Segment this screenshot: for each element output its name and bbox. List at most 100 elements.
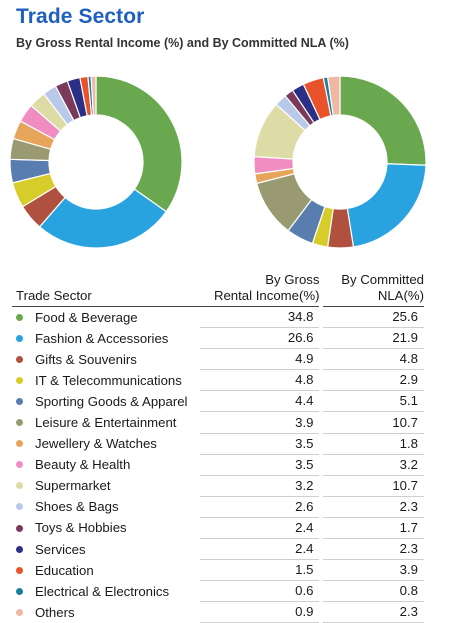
table-row: Toys & Hobbies 2.4 1.7 xyxy=(12,518,424,540)
gri-value-cell: 0.6 xyxy=(199,581,320,603)
nla-value: 0.8 xyxy=(399,583,418,599)
sector-label: Shoes & Bags xyxy=(35,499,119,515)
gri-value: 3.9 xyxy=(295,414,314,430)
table-row: Supermarket 3.2 10.7 xyxy=(12,476,424,497)
gri-value: 2.4 xyxy=(295,519,314,535)
donut-chart-committed-nla xyxy=(253,75,427,249)
page-subtitle: By Gross Rental Income (%) and By Commit… xyxy=(16,36,349,50)
sector-name-cell: Others xyxy=(12,602,200,623)
nla-value: 1.7 xyxy=(399,519,418,535)
sector-label: Beauty & Health xyxy=(35,457,131,473)
legend-dot-icon xyxy=(16,461,23,469)
gri-value-cell: 3.5 xyxy=(199,455,320,476)
sector-name-cell: Electrical & Electronics xyxy=(12,581,200,602)
gri-value: 2.6 xyxy=(295,498,314,514)
table-row: Food & Beverage 34.8 25.6 xyxy=(12,307,424,329)
donut-slice-food-beverage xyxy=(95,75,183,213)
table-row: Jewellery & Watches 3.5 1.8 xyxy=(12,434,424,455)
nla-value-cell: 2.3 xyxy=(323,539,424,561)
nla-value-cell: 10.7 xyxy=(323,476,424,497)
nla-value: 2.3 xyxy=(399,604,418,620)
nla-value-cell: 21.9 xyxy=(323,328,424,350)
gri-value-cell: 34.8 xyxy=(199,307,320,329)
nla-value: 25.6 xyxy=(392,309,418,325)
donut-slice-others xyxy=(326,75,341,117)
sector-label: Leisure & Entertainment xyxy=(35,415,177,431)
table-row: IT & Telecommunications 4.8 2.9 xyxy=(12,370,424,392)
gri-value: 4.4 xyxy=(295,393,314,409)
gri-value-cell: 4.4 xyxy=(199,391,320,413)
nla-value-cell: 5.1 xyxy=(323,391,424,413)
legend-dot-icon xyxy=(16,503,23,511)
legend-dot-icon xyxy=(16,376,23,384)
table-row: Leisure & Entertainment 3.9 10.7 xyxy=(12,412,424,434)
sector-label: Jewellery & Watches xyxy=(35,436,157,452)
sector-name-cell: Food & Beverage xyxy=(12,307,200,328)
sector-label: Toys & Hobbies xyxy=(35,520,127,536)
gri-value-cell: 2.4 xyxy=(199,518,320,540)
gri-value: 1.5 xyxy=(295,562,314,578)
gri-value: 0.9 xyxy=(295,604,314,620)
gri-value: 0.6 xyxy=(295,583,314,599)
sector-label: Food & Beverage xyxy=(35,309,138,325)
column-header-gri-text: By Gross Rental Income(%) xyxy=(213,272,320,303)
sector-label: Education xyxy=(35,562,94,578)
table-row: Services 2.4 2.3 xyxy=(12,539,424,561)
nla-value: 10.7 xyxy=(392,477,418,493)
sector-label: Others xyxy=(35,604,75,620)
nla-value-cell: 25.6 xyxy=(323,307,424,329)
legend-dot-icon xyxy=(16,313,23,321)
legend-dot-icon xyxy=(16,419,23,427)
nla-value-cell: 3.9 xyxy=(323,560,424,582)
trade-sector-table: Trade Sector By Gross Rental Income(%) B… xyxy=(12,272,424,623)
sector-name-cell: Toys & Hobbies xyxy=(12,518,200,539)
donut-slice-food-beverage xyxy=(339,75,427,166)
sector-label: Fashion & Accessories xyxy=(35,330,169,346)
legend-dot-icon xyxy=(16,566,23,574)
legend-dot-icon xyxy=(16,397,23,405)
gri-value: 34.8 xyxy=(287,309,314,325)
gri-value: 4.9 xyxy=(295,351,314,367)
sector-name-cell: Education xyxy=(12,560,200,581)
gri-value-cell: 3.2 xyxy=(199,476,320,497)
gri-value: 3.5 xyxy=(295,435,314,451)
sector-name-cell: Gifts & Souvenirs xyxy=(12,349,200,370)
gri-value-cell: 4.8 xyxy=(199,370,320,392)
legend-dot-icon xyxy=(16,334,23,342)
nla-value-cell: 2.3 xyxy=(323,497,424,518)
table-row: Gifts & Souvenirs 4.9 4.8 xyxy=(12,349,424,371)
gri-value-cell: 3.5 xyxy=(199,434,320,455)
nla-value-cell: 2.9 xyxy=(323,370,424,392)
sector-label: IT & Telecommunications xyxy=(35,372,182,388)
nla-value-cell: 1.7 xyxy=(323,518,424,540)
table-header-row: Trade Sector By Gross Rental Income(%) B… xyxy=(12,272,424,307)
legend-dot-icon xyxy=(16,587,23,595)
nla-value-cell: 3.2 xyxy=(323,455,424,476)
nla-value: 5.1 xyxy=(399,393,418,409)
page-title: Trade Sector xyxy=(16,5,145,28)
nla-value: 4.8 xyxy=(399,351,418,367)
table-row: Others 0.9 2.3 xyxy=(12,602,424,623)
sector-name-cell: Jewellery & Watches xyxy=(12,434,200,455)
gri-value-cell: 0.9 xyxy=(199,602,320,623)
gri-value-cell: 1.5 xyxy=(199,560,320,582)
sector-name-cell: Sporting Goods & Apparel xyxy=(12,391,200,412)
nla-value: 2.9 xyxy=(399,372,418,388)
gri-value: 3.2 xyxy=(295,477,314,493)
nla-value: 10.7 xyxy=(392,414,418,430)
column-header-sector: Trade Sector xyxy=(12,272,200,307)
column-header-nla-text: By Committed NLA(%) xyxy=(341,272,424,303)
donut-chart-gross-rental-income xyxy=(9,75,183,249)
legend-dot-icon xyxy=(16,608,23,616)
sector-name-cell: IT & Telecommunications xyxy=(12,370,200,391)
donut-slice-fashion-accessories xyxy=(346,163,427,248)
nla-value-cell: 1.8 xyxy=(323,434,424,455)
nla-value: 3.2 xyxy=(399,456,418,472)
donut-slice-others xyxy=(90,75,97,116)
gri-value: 4.8 xyxy=(295,372,314,388)
gri-value-cell: 26.6 xyxy=(199,328,320,350)
gri-value-cell: 3.9 xyxy=(199,412,320,434)
nla-value: 2.3 xyxy=(399,541,418,557)
nla-value-cell: 2.3 xyxy=(323,602,424,623)
table-row: Electrical & Electronics 0.6 0.8 xyxy=(12,581,424,603)
